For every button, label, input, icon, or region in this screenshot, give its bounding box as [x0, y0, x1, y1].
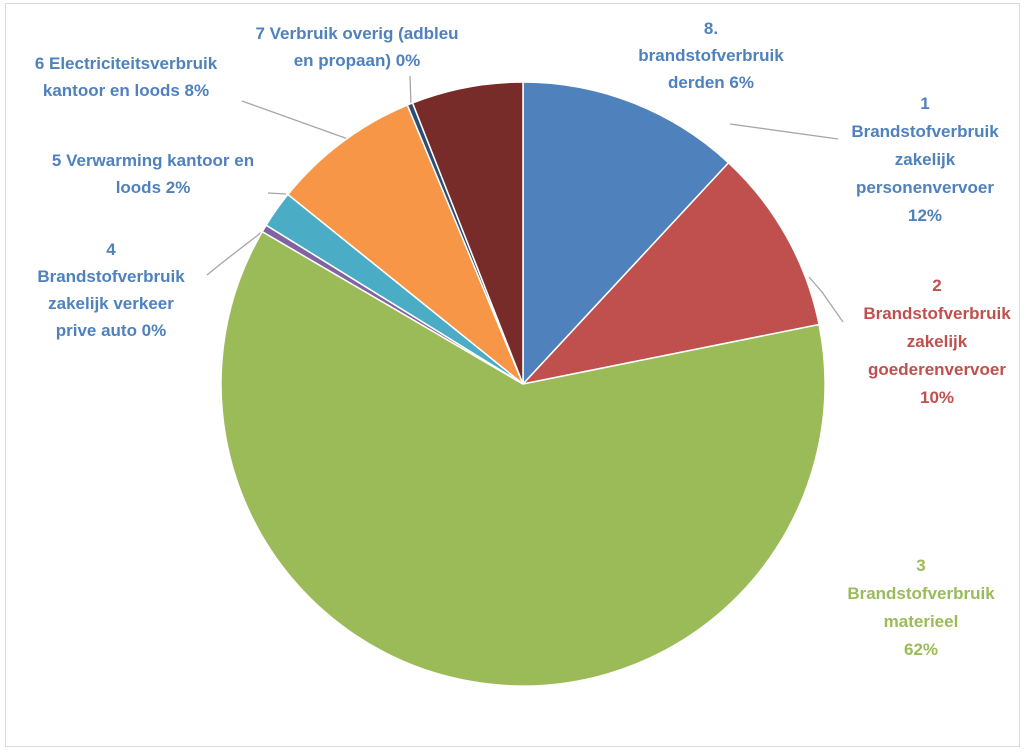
slice-label-2-line-4: goederenvervoer: [868, 360, 1006, 379]
slice-label-5: 5 Verwarming kantoor en loods 2%: [52, 151, 254, 197]
pie-slice-2: [520, 161, 820, 386]
slice-label-6-line-1: 6 Electriciteitsverbruik: [35, 54, 218, 73]
slice-label-6-line-2: kantoor en loods 8%: [43, 81, 209, 100]
pie-slice-3: [220, 230, 826, 687]
slice-labels: 1 Brandstofverbruik zakelijk personenvervoe…: [35, 19, 1011, 659]
slice-label-7-line-1: 7 Verbruik overig (adbleu: [255, 24, 458, 43]
slice-label-7-line-2: en propaan) 0%: [294, 51, 421, 70]
slice-label-2-line-5: 10%: [920, 388, 954, 407]
slice-label-6: 6 Electriciteitsverbruik kantoor en loods…: [35, 54, 218, 100]
slice-label-8-line-1: 8.: [704, 19, 718, 38]
slice-label-2-line-3: zakelijk: [907, 332, 968, 351]
leader-line-2: [808, 276, 844, 323]
slice-label-1-line-1: 1: [920, 94, 929, 113]
slice-label-2-line-1: 2: [932, 276, 941, 295]
leader-line-5: [267, 192, 287, 195]
leader-line-7: [409, 75, 412, 107]
slice-label-3-line-3: materieel: [884, 612, 959, 631]
slice-label-7: 7 Verbruik overig (adbleu en propaan) 0%: [255, 24, 458, 70]
slice-label-4-line-1: 4: [106, 240, 116, 259]
slice-label-4: 4 Brandstofverbruik zakelijk verkeer prive …: [37, 240, 185, 340]
slice-label-8-line-2: brandstofverbruik: [638, 46, 784, 65]
pie-slice-6: [286, 104, 524, 385]
leader-line-4: [206, 224, 272, 276]
slice-label-2: 2 Brandstofverbruik zakelijk goederenvervoe…: [863, 276, 1011, 407]
slice-label-1-line-2: Brandstofverbruik: [851, 122, 999, 141]
slice-label-4-line-4: prive auto 0%: [56, 321, 167, 340]
slice-label-1-line-5: 12%: [908, 206, 942, 225]
slice-label-4-line-2: Brandstofverbruik: [37, 267, 185, 286]
slice-label-3: 3 Brandstofverbruik materieel 62%: [847, 556, 995, 659]
pie-slice-1: [522, 81, 730, 386]
slice-label-5-line-1: 5 Verwarming kantoor en: [52, 151, 254, 170]
slice-label-2-line-2: Brandstofverbruik: [863, 304, 1011, 323]
slice-label-5-line-2: loods 2%: [116, 178, 191, 197]
pie-slices: [220, 81, 826, 687]
slice-label-8: 8. brandstofverbruik derden 6%: [638, 19, 784, 92]
slice-label-3-line-2: Brandstofverbruik: [847, 584, 995, 603]
slice-label-1-line-3: zakelijk: [895, 150, 956, 169]
slice-label-8-line-3: derden 6%: [668, 73, 754, 92]
pie-slice-8: [411, 81, 524, 385]
slice-label-3-line-1: 3: [916, 556, 925, 575]
leader-line-1: [729, 123, 839, 140]
slice-label-1-line-4: personenvervoer: [856, 178, 994, 197]
leader-lines: [206, 75, 844, 323]
slice-label-1: 1 Brandstofverbruik zakelijk personenvervoe…: [851, 94, 999, 225]
slice-label-4-line-3: zakelijk verkeer: [48, 294, 174, 313]
leader-line-6: [241, 100, 349, 140]
slice-label-3-line-4: 62%: [904, 640, 938, 659]
